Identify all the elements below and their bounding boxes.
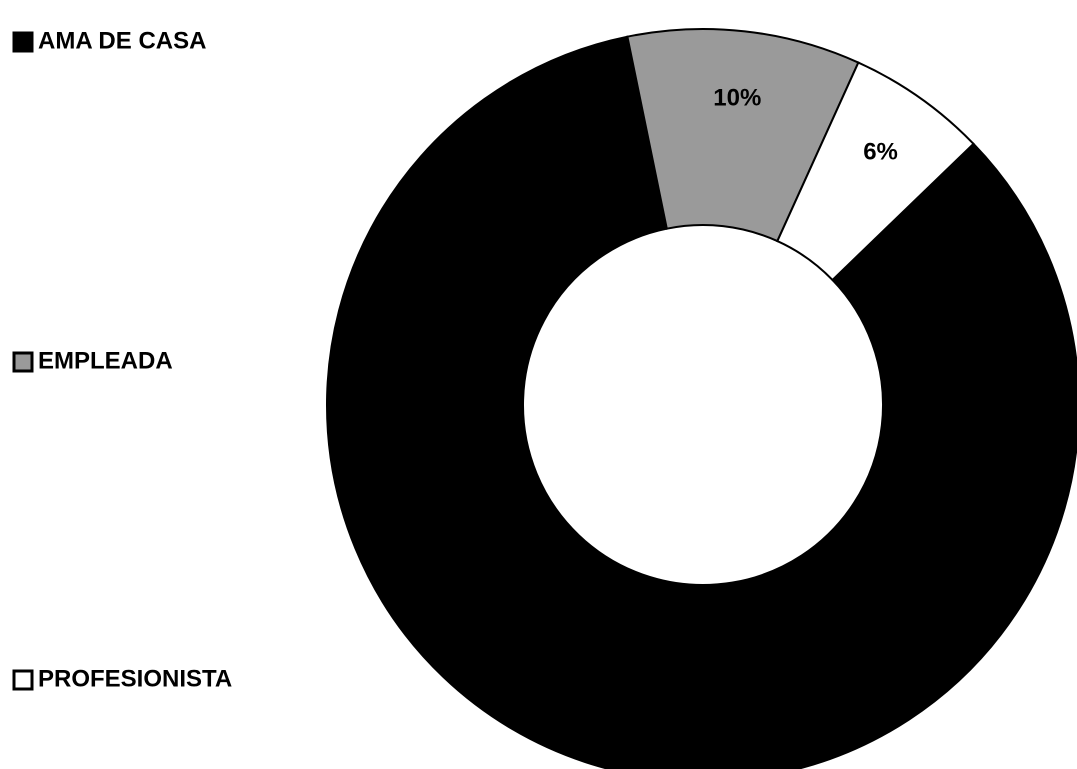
donut-slice	[776, 61, 975, 282]
legend-label: PROFESIONISTA	[38, 665, 232, 692]
legend-label: AMA DE CASA	[38, 27, 206, 54]
data-label: 10%	[713, 84, 761, 111]
legend-swatch	[12, 31, 34, 53]
donut-slice	[326, 35, 1077, 769]
data-label: 6%	[863, 139, 898, 166]
legend-swatch	[12, 669, 34, 691]
legend-label: EMPLEADA	[38, 347, 173, 374]
legend-swatch	[12, 351, 34, 373]
